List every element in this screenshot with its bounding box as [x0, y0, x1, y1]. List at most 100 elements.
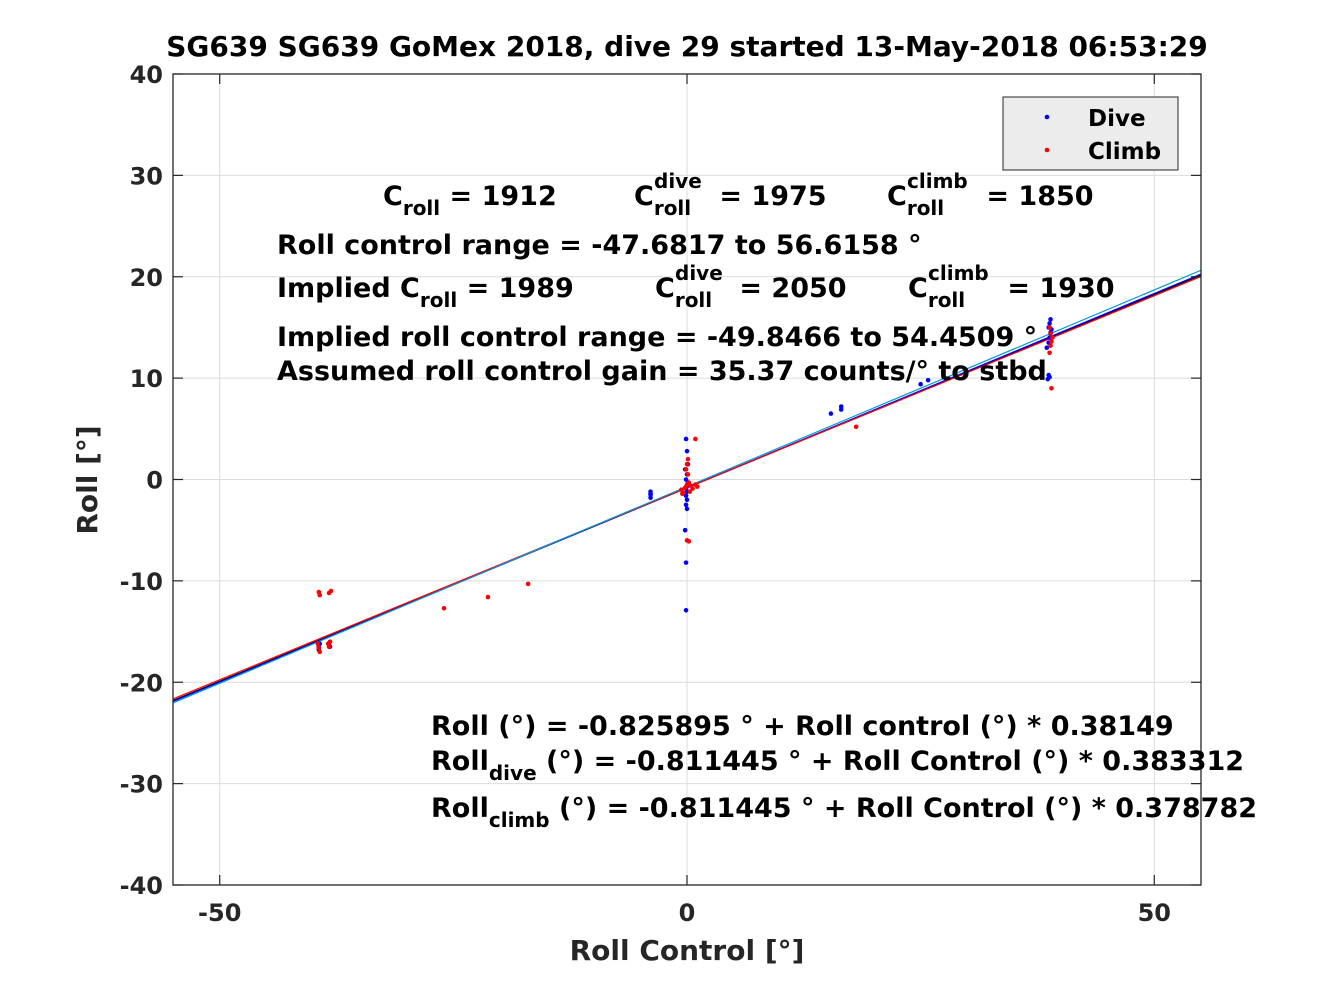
dive-point — [684, 497, 690, 503]
dive-point — [918, 381, 923, 387]
climb-point — [328, 588, 334, 594]
legend: Dive Climb — [1002, 96, 1179, 171]
dive-point — [683, 493, 689, 499]
climb-point — [1047, 350, 1052, 356]
dive-point — [683, 560, 689, 565]
y-tick-label: 30 — [130, 162, 163, 190]
climb-point — [1048, 331, 1053, 336]
y-tick-label: 40 — [130, 61, 163, 89]
implied-value: = 1989 — [457, 273, 574, 304]
climb-point — [1049, 385, 1054, 391]
dive-point — [683, 502, 689, 508]
climb-point — [685, 456, 691, 462]
dive-point — [1044, 345, 1050, 351]
annotation-implied: Implied Croll = 1989 Crolldive = 2050 Cr… — [277, 261, 1115, 312]
croll-value: = 1912 — [440, 181, 557, 212]
dive-point — [683, 436, 689, 442]
dive-point — [925, 377, 931, 383]
x-tick-label: 0 — [679, 899, 696, 927]
climb-point — [694, 484, 700, 489]
implied-dive-value: = 2050 — [730, 273, 847, 304]
climb-point — [686, 539, 692, 544]
fit-dive-post: (°) = -0.811445 ° + Roll Control (°) * 0… — [537, 746, 1244, 777]
climb-point — [685, 472, 691, 477]
croll-dive-c: C — [634, 181, 654, 212]
croll-sub: roll — [403, 196, 440, 220]
climb-point — [1047, 325, 1052, 330]
y-axis-label: Roll [°] — [71, 425, 104, 534]
climb-point — [853, 424, 859, 430]
climb-point — [525, 581, 531, 587]
annotation-range: Roll control range = -47.6817 to 56.6158… — [277, 230, 922, 261]
dive-point — [1048, 317, 1053, 322]
climb-point — [317, 592, 323, 598]
dive-point — [1047, 321, 1052, 326]
fit-climb-post: (°) = -0.811445 ° + Roll Control (°) * 0… — [550, 793, 1257, 824]
croll-c: C — [383, 181, 403, 212]
y-tick-label: -30 — [120, 771, 163, 799]
climb-point — [315, 641, 321, 647]
implied-climb-c: C — [908, 273, 928, 304]
dive-point — [648, 495, 653, 501]
croll-climb-sup: climb — [907, 169, 968, 193]
legend-dive-label: Dive — [1088, 106, 1146, 132]
fit-dive-sub: dive — [489, 761, 537, 785]
annotation-gain: Assumed roll control gain = 35.37 counts… — [277, 356, 1047, 387]
implied-c: Implied C — [277, 273, 420, 304]
x-axis-label: Roll Control [°] — [570, 934, 805, 967]
legend-climb-marker — [1044, 147, 1050, 153]
climb-point — [1048, 343, 1053, 348]
implied-dive-sup: dive — [675, 261, 723, 285]
y-tick-label: -20 — [120, 669, 163, 697]
climb-point — [316, 645, 322, 651]
fit-climb-pre: Roll — [431, 793, 489, 824]
fit-dive-pre: Roll — [431, 746, 489, 777]
axis-ticks: -50 0 50 -40 -30 -20 -10 0 10 20 30 40 — [120, 61, 1201, 927]
data-points — [315, 317, 1055, 655]
croll-dive-sup: dive — [654, 169, 702, 193]
climb-point — [693, 436, 698, 442]
dive-point — [684, 448, 690, 454]
croll-climb-sub: roll — [907, 196, 944, 220]
legend-climb-label: Climb — [1088, 139, 1161, 165]
annotation-fit-all: Roll (°) = -0.825895 ° + Roll control (°… — [431, 711, 1174, 742]
dive-point — [683, 607, 689, 613]
croll-climb-value: = 1850 — [977, 181, 1094, 212]
implied-climb-value: = 1930 — [998, 273, 1115, 304]
climb-point — [485, 594, 491, 600]
climb-point — [683, 467, 689, 472]
climb-point — [441, 605, 447, 611]
climb-point — [680, 491, 685, 496]
fit-climb-sub: climb — [489, 808, 550, 832]
annotation-fit-dive: Rolldive (°) = -0.811445 ° + Roll Contro… — [431, 746, 1244, 785]
chart-title: SG639 SG639 GoMex 2018, dive 29 started … — [166, 30, 1207, 63]
implied-climb-sup: climb — [928, 261, 989, 285]
dive-point — [838, 404, 844, 409]
croll-dive-sub: roll — [654, 196, 691, 220]
dive-point — [1047, 374, 1052, 380]
annotation-implied-range: Implied roll control range = -49.8466 to… — [277, 322, 1037, 353]
dive-point — [648, 491, 653, 496]
y-tick-label: 20 — [130, 264, 163, 292]
croll-climb-c: C — [887, 181, 907, 212]
climb-point — [687, 489, 693, 494]
dive-point — [684, 506, 690, 512]
legend-box — [1002, 96, 1179, 171]
climb-point — [326, 644, 332, 650]
implied-sub: roll — [420, 288, 457, 312]
implied-dive-c: C — [655, 273, 675, 304]
y-tick-label: -10 — [120, 568, 163, 596]
x-tick-label: -50 — [198, 899, 241, 927]
implied-climb-sub: roll — [928, 288, 965, 312]
y-tick-label: 10 — [130, 365, 163, 393]
annotation-fit-climb: Rollclimb (°) = -0.811445 ° + Roll Contr… — [431, 793, 1257, 832]
implied-dive-sub: roll — [675, 288, 712, 312]
dive-point — [828, 411, 834, 416]
climb-point — [690, 486, 695, 491]
climb-point — [317, 649, 323, 655]
croll-dive-value: = 1975 — [710, 181, 827, 212]
annotation-croll: Croll = 1912 Croll dive = 1975 Croll climb… — [383, 169, 1094, 220]
climb-point — [684, 461, 690, 467]
